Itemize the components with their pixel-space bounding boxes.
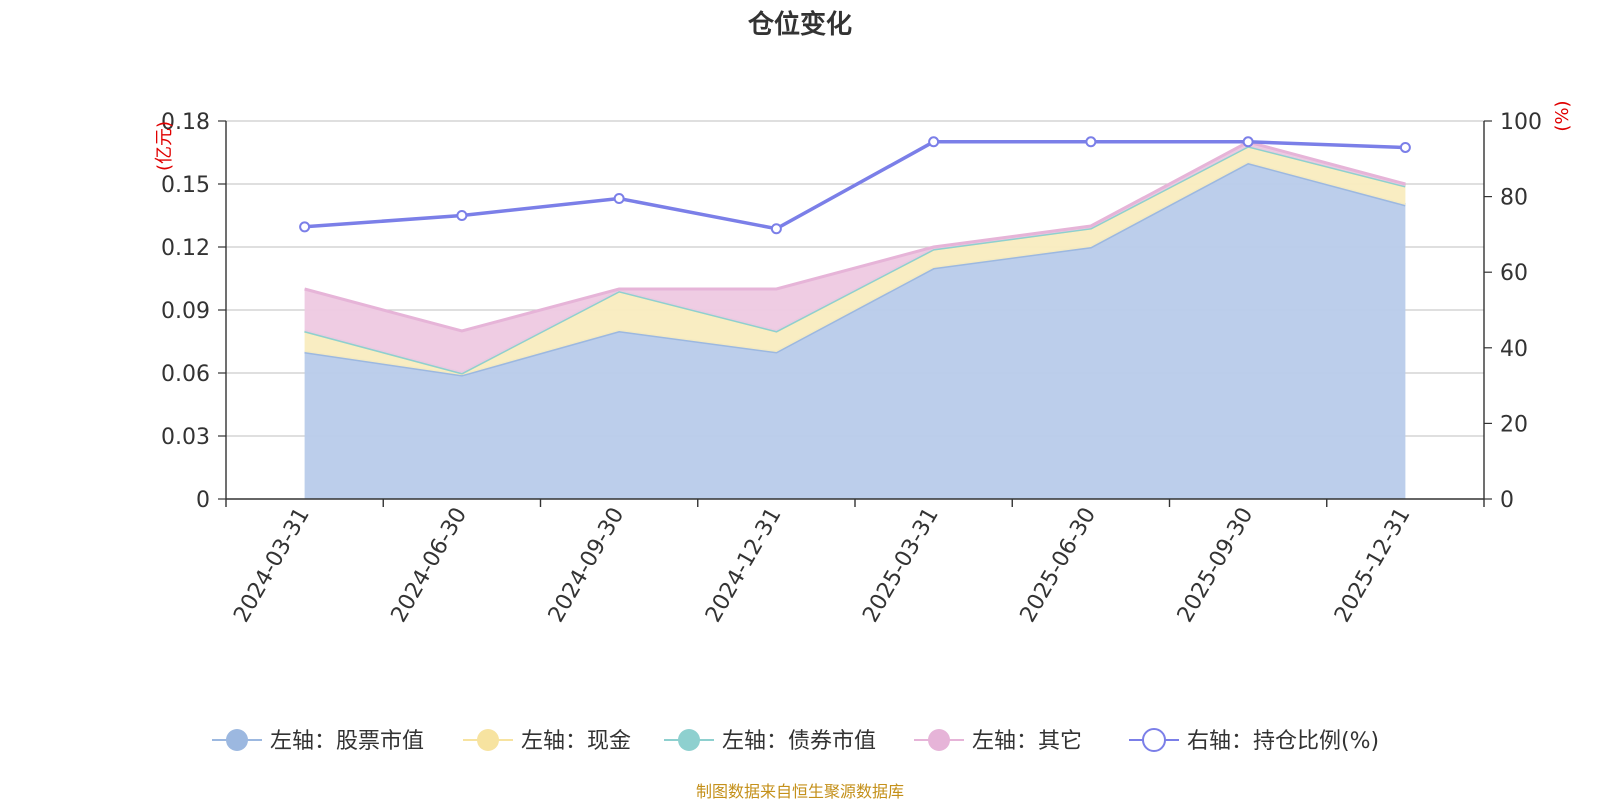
area-series-1	[304, 146, 1406, 376]
left-axis-tick-label: 0	[196, 488, 210, 513]
left-axis-unit: (亿元)	[154, 121, 175, 171]
x-axis-label: 2024-06-30	[386, 504, 472, 627]
right-axis-unit: (%)	[1552, 100, 1573, 131]
legend-item-4[interactable]: 右轴：持仓比例(%)	[1129, 728, 1379, 754]
chart-title: 仓位变化	[747, 10, 852, 40]
ratio-point	[1399, 141, 1411, 153]
left-axis-tick-label: 0.12	[161, 236, 210, 261]
ratio-point	[299, 221, 311, 233]
area-series-3	[304, 142, 1406, 373]
ratio-point	[928, 136, 940, 148]
legend-item-3[interactable]: 左轴：其它	[914, 729, 1082, 754]
legend-item-2[interactable]: 左轴：债券市值	[664, 729, 876, 754]
left-axis-tick-label: 0.15	[161, 173, 210, 198]
legend-label: 左轴：现金	[521, 729, 631, 754]
right-axis-tick-label: 40	[1500, 337, 1528, 362]
ratio-point	[613, 192, 625, 204]
legend-marker-dot	[928, 729, 950, 751]
legend[interactable]: 左轴：股票市值 左轴：现金 左轴：债券市值 左轴：其它 右轴：持仓比例(%)	[212, 728, 1379, 754]
ratio-point	[1085, 136, 1097, 148]
right-axis-tick-label: 20	[1500, 412, 1528, 437]
x-axis-label: 2025-12-31	[1330, 504, 1416, 627]
legend-label: 右轴：持仓比例(%)	[1187, 729, 1379, 754]
ratio-point	[1242, 136, 1254, 148]
right-axis-tick-label: 60	[1500, 261, 1528, 286]
legend-label: 左轴：债券市值	[722, 729, 876, 754]
legend-marker-dot	[226, 729, 248, 751]
legend-label: 左轴：其它	[972, 729, 1082, 754]
left-axis-tick-label: 0.18	[161, 110, 210, 135]
legend-marker-dot	[1142, 728, 1166, 752]
area-series-edge-3	[304, 140, 1406, 333]
x-axis-label: 2025-03-31	[858, 504, 944, 627]
holding-ratio-line	[299, 136, 1411, 235]
ratio-point	[456, 210, 468, 221]
x-axis-label: 2024-03-31	[229, 504, 315, 627]
x-axis-label: 2025-06-30	[1015, 504, 1101, 627]
left-axis-tick-label: 0.06	[161, 362, 210, 387]
right-axis-tick-label: 0	[1500, 488, 1514, 513]
right-axis-tick-label: 100	[1500, 110, 1542, 135]
source-note: 制图数据来自恒生聚源数据库	[695, 782, 904, 801]
ratio-point	[770, 223, 782, 235]
right-axis-tick-label: 80	[1500, 186, 1528, 211]
legend-item-0[interactable]: 左轴：股票市值	[212, 729, 424, 754]
legend-marker-dot	[678, 729, 700, 751]
left-axis-tick-label: 0.09	[161, 299, 210, 324]
x-axis-label: 2024-12-31	[701, 504, 787, 627]
legend-marker-dot	[477, 729, 499, 751]
x-axis-label: 2024-09-30	[544, 504, 630, 627]
legend-item-1[interactable]: 左轴：现金	[463, 729, 631, 754]
ratio-line-path	[304, 140, 1406, 231]
left-axis-tick-label: 0.03	[161, 425, 210, 450]
legend-label: 左轴：股票市值	[270, 729, 424, 754]
area-series-0	[304, 163, 1406, 499]
stacked-areas	[304, 140, 1406, 499]
x-axis-label: 2025-09-30	[1173, 504, 1259, 627]
